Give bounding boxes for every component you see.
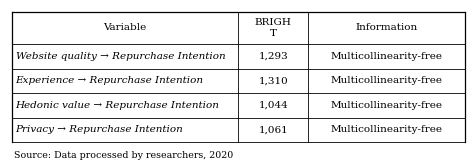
Text: Hedonic value → Repurchase Intention: Hedonic value → Repurchase Intention	[16, 101, 219, 110]
Text: Multicollinearity-free: Multicollinearity-free	[330, 76, 442, 85]
Text: Information: Information	[356, 23, 418, 32]
Text: 1,061: 1,061	[258, 125, 288, 134]
Text: Source: Data processed by researchers, 2020: Source: Data processed by researchers, 2…	[14, 151, 234, 160]
Text: BRIGH
T: BRIGH T	[255, 18, 292, 38]
Text: Multicollinearity-free: Multicollinearity-free	[330, 101, 442, 110]
Text: Multicollinearity-free: Multicollinearity-free	[330, 52, 442, 61]
Text: Experience → Repurchase Intention: Experience → Repurchase Intention	[16, 76, 204, 85]
Text: Variable: Variable	[103, 23, 146, 32]
Text: Multicollinearity-free: Multicollinearity-free	[330, 125, 442, 134]
Text: Privacy → Repurchase Intention: Privacy → Repurchase Intention	[16, 125, 183, 134]
Text: 1,310: 1,310	[258, 76, 288, 85]
Text: 1,044: 1,044	[258, 101, 288, 110]
Text: 1,293: 1,293	[258, 52, 288, 61]
Text: Website quality → Repurchase Intention: Website quality → Repurchase Intention	[16, 52, 225, 61]
